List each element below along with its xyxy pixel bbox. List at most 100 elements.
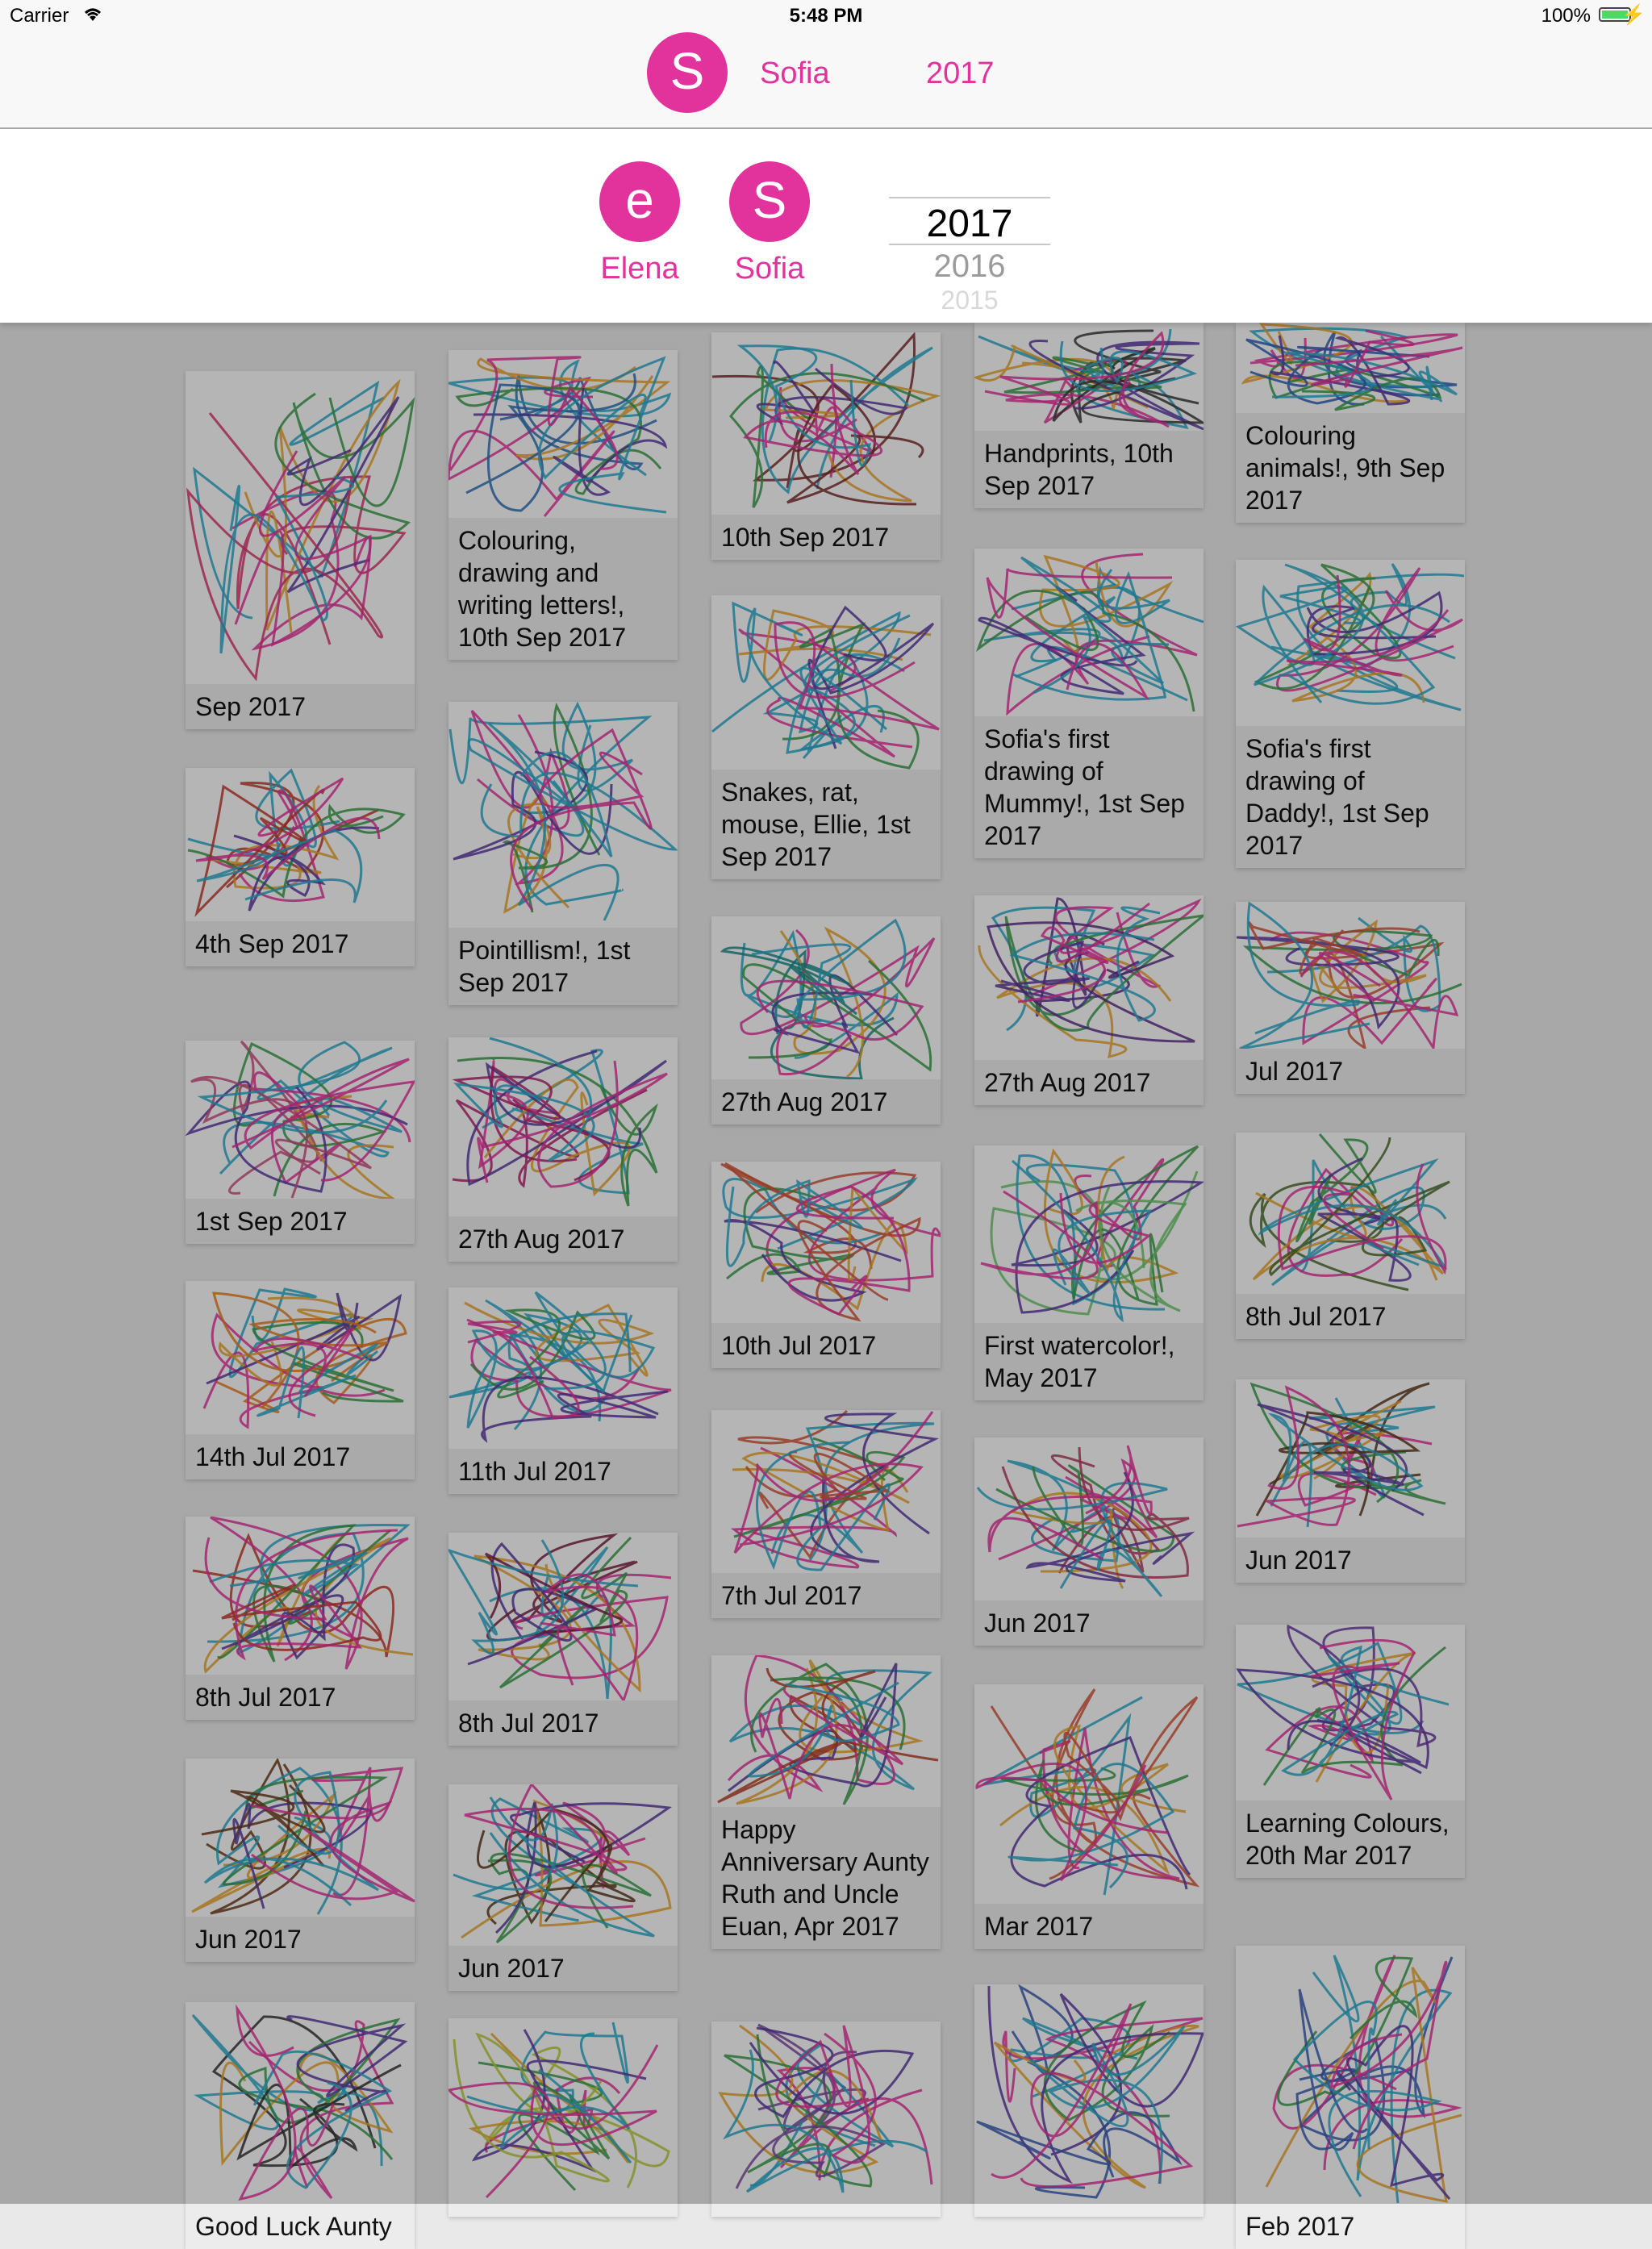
artwork-thumbnail (448, 702, 678, 928)
artwork-caption: Pointillism!, 1st Sep 2017 (448, 928, 678, 1005)
current-child-avatar[interactable]: S (647, 32, 728, 113)
artwork-caption: 27th Aug 2017 (711, 1079, 941, 1124)
artwork-thumbnail (711, 1655, 941, 1807)
artwork-thumbnail (974, 323, 1204, 431)
battery-icon (1599, 7, 1634, 22)
battery-percent: 100% (1541, 5, 1591, 27)
child-option-sofia[interactable]: S Sofia (713, 161, 826, 286)
artwork-card[interactable]: Happy Anniversary Aunty Ruth and Uncle E… (711, 1655, 941, 1949)
artwork-caption: Jun 2017 (1236, 1538, 1465, 1583)
artwork-thumbnail (711, 2022, 941, 2204)
child-name-label: Sofia (734, 252, 805, 286)
artwork-caption: Jun 2017 (448, 1946, 678, 1991)
artwork-card[interactable] (711, 2022, 941, 2217)
artwork-caption: 10th Sep 2017 (711, 515, 941, 560)
artwork-card[interactable]: Jun 2017 (186, 1759, 415, 1962)
artwork-card[interactable]: 8th Jul 2017 (1236, 1133, 1465, 1339)
artwork-card[interactable]: Learning Colours, 20th Mar 2017 (1236, 1625, 1465, 1878)
artwork-card[interactable]: Snakes, rat, mouse, Ellie, 1st Sep 2017 (711, 595, 941, 879)
artwork-thumbnail (448, 350, 678, 518)
artwork-thumbnail (448, 1784, 678, 1946)
artwork-card[interactable]: Colouring animals!, 9th Sep 2017 (1236, 323, 1465, 523)
artwork-card[interactable]: Jun 2017 (1236, 1379, 1465, 1583)
dim-overlay[interactable] (0, 0, 1652, 2204)
artwork-thumbnail (448, 1037, 678, 1216)
artwork-card[interactable]: 11th Jul 2017 (448, 1287, 678, 1494)
artwork-thumbnail (186, 371, 415, 684)
artwork-card[interactable]: 10th Jul 2017 (711, 1162, 941, 1368)
current-year-button[interactable]: 2017 (926, 56, 995, 90)
charging-icon: ⚡ (1621, 4, 1646, 26)
artwork-card[interactable]: 7th Jul 2017 (711, 1410, 941, 1618)
artwork-card[interactable]: 8th Jul 2017 (186, 1517, 415, 1720)
navigation-bar: S Sofia 2017 (0, 32, 1652, 129)
artwork-caption: Colouring animals!, 9th Sep 2017 (1236, 413, 1465, 523)
artwork-caption: Learning Colours, 20th Mar 2017 (1236, 1800, 1465, 1878)
artwork-card[interactable]: 27th Aug 2017 (974, 895, 1204, 1105)
artwork-thumbnail (186, 1759, 415, 1917)
artwork-card[interactable]: 4th Sep 2017 (186, 768, 415, 966)
artwork-card[interactable]: 14th Jul 2017 (186, 1281, 415, 1479)
artwork-card[interactable]: Pointillism!, 1st Sep 2017 (448, 702, 678, 1005)
artwork-thumbnail (448, 1533, 678, 1700)
artwork-card[interactable]: Jul 2017 (1236, 902, 1465, 1094)
artwork-thumbnail (1236, 1625, 1465, 1800)
artwork-card[interactable]: Jun 2017 (974, 1437, 1204, 1646)
artwork-card[interactable]: First watercolor!, May 2017 (974, 1145, 1204, 1400)
artwork-card[interactable]: Sep 2017 (186, 371, 415, 729)
artwork-card[interactable]: Sofia's first drawing of Daddy!, 1st Sep… (1236, 560, 1465, 868)
artwork-caption: 27th Aug 2017 (974, 1060, 1204, 1105)
artwork-card[interactable]: Handprints, 10th Sep 2017 (974, 323, 1204, 508)
artwork-thumbnail (448, 1287, 678, 1449)
artwork-thumbnail (711, 332, 941, 515)
artwork-thumbnail (186, 1517, 415, 1675)
artwork-thumbnail (1236, 902, 1465, 1049)
artwork-thumbnail (711, 1410, 941, 1573)
year-option[interactable]: 2016 (933, 248, 1006, 284)
artwork-caption: Snakes, rat, mouse, Ellie, 1st Sep 2017 (711, 770, 941, 879)
artwork-card[interactable] (974, 1984, 1204, 2217)
artwork-card[interactable]: Feb 2017 (1236, 1946, 1465, 2249)
artwork-card[interactable]: Sofia's first drawing of Mummy!, 1st Sep… (974, 549, 1204, 858)
artwork-thumbnail (711, 916, 941, 1079)
artwork-thumbnail (974, 1984, 1204, 2204)
artwork-caption (711, 2204, 941, 2217)
artwork-card[interactable] (448, 2018, 678, 2217)
artwork-thumbnail (711, 1162, 941, 1323)
wifi-icon (81, 5, 105, 28)
artwork-caption: Jun 2017 (974, 1600, 1204, 1646)
artwork-caption: Jul 2017 (1236, 1049, 1465, 1094)
artwork-caption: Happy Anniversary Aunty Ruth and Uncle E… (711, 1807, 941, 1949)
child-option-elena[interactable]: e Elena (583, 161, 696, 286)
artwork-caption: 10th Jul 2017 (711, 1323, 941, 1368)
artwork-caption: 4th Sep 2017 (186, 921, 415, 966)
current-child-name-button[interactable]: Sofia (760, 56, 830, 90)
artwork-thumbnail (974, 1437, 1204, 1600)
year-option-selected[interactable]: 2017 (926, 202, 1013, 245)
artwork-caption: 11th Jul 2017 (448, 1449, 678, 1494)
artwork-card[interactable]: Jun 2017 (448, 1784, 678, 1991)
artwork-thumbnail (711, 595, 941, 770)
child-year-picker: e Elena S Sofia 2017 2016 2015 (0, 129, 1652, 323)
artwork-thumbnail (1236, 1133, 1465, 1294)
avatar: S (729, 161, 810, 242)
artwork-thumbnail (1236, 560, 1465, 726)
artwork-card[interactable]: 1st Sep 2017 (186, 1041, 415, 1244)
artwork-caption: 8th Jul 2017 (1236, 1294, 1465, 1339)
artwork-card[interactable]: 27th Aug 2017 (711, 916, 941, 1124)
artwork-caption: 1st Sep 2017 (186, 1199, 415, 1244)
artwork-grid: Sep 2017 4th Sep 2017 1st Sep 2017 14th Jul… (186, 323, 1465, 2249)
artwork-caption: 8th Jul 2017 (186, 1675, 415, 1720)
status-bar: Carrier 5:48 PM 100% ⚡ (0, 0, 1652, 32)
artwork-card[interactable]: 10th Sep 2017 (711, 332, 941, 560)
artwork-card[interactable]: 8th Jul 2017 (448, 1533, 678, 1746)
artwork-caption: Sep 2017 (186, 684, 415, 729)
year-option[interactable]: 2015 (941, 286, 999, 315)
artwork-card[interactable]: Colouring, drawing and writing letters!,… (448, 350, 678, 660)
artwork-caption: 14th Jul 2017 (186, 1434, 415, 1479)
artwork-caption: Sofia's first drawing of Daddy!, 1st Sep… (1236, 726, 1465, 868)
year-picker-wheel[interactable]: 2017 2016 2015 (889, 197, 1050, 315)
artwork-card[interactable]: 27th Aug 2017 (448, 1037, 678, 1262)
artwork-thumbnail (1236, 323, 1465, 413)
artwork-card[interactable]: Mar 2017 (974, 1684, 1204, 1949)
